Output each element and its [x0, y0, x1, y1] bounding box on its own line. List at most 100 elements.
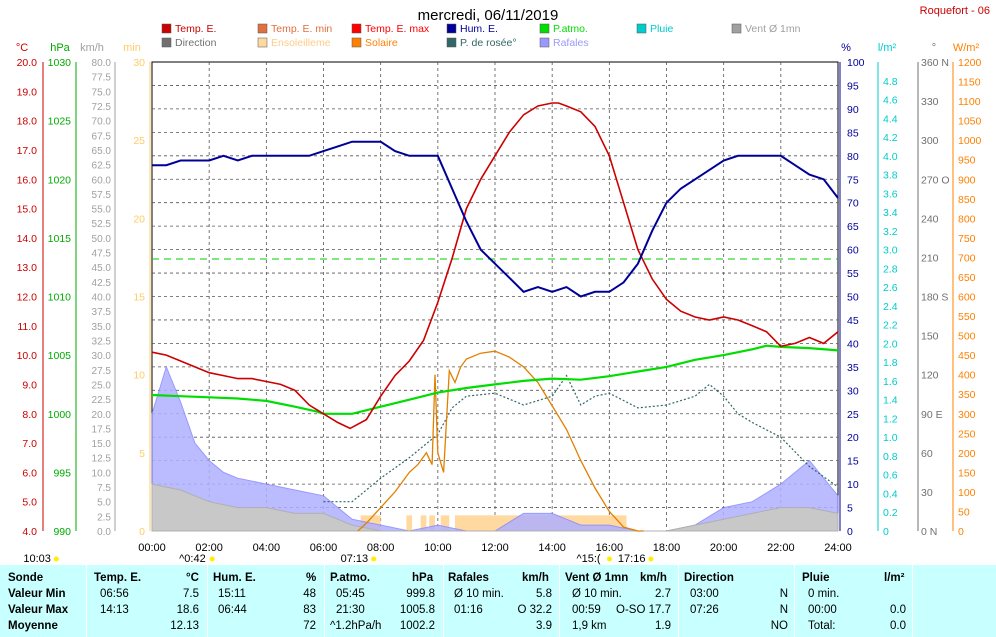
legend-swatch [446, 37, 457, 48]
x-tick-label: 08:00 [367, 542, 395, 554]
rain-axis-tick: 1.0 [883, 432, 898, 444]
legend-label: Direction [175, 37, 217, 49]
wind-series [151, 483, 839, 532]
direction-unit: ° [932, 42, 936, 54]
wind-axis-tick: 5.0 [97, 498, 111, 509]
rain-axis-tick: 2.2 [883, 320, 898, 332]
temp-axis-tick: 16.0 [17, 174, 38, 186]
wind-axis-tick: 60.0 [92, 175, 112, 186]
wind-axis-tick: 50.0 [92, 234, 112, 245]
sunshine-axis-tick: 5 [139, 448, 145, 460]
row-min-press-val: 999.8 [406, 588, 435, 600]
temperature-series [151, 102, 839, 430]
legend-label: Hum. E. [460, 23, 498, 35]
row-avg-rain-label: Total: [808, 620, 836, 632]
row-max-press-val: 1005.8 [399, 604, 435, 616]
legend-swatch [351, 23, 362, 34]
temp-axis-tick: 17.0 [17, 145, 38, 157]
solar-axis-tick: 100 [958, 487, 976, 499]
rain-axis-tick: 4.0 [883, 151, 898, 163]
temp-axis-tick: 6.0 [22, 467, 37, 479]
chart-legend: Temp. E. Temp. E. min Temp. E. max Hum. E. P… [161, 23, 801, 49]
wind-axis-tick: 45.0 [92, 263, 112, 274]
humidity-axis-tick: 95 [847, 80, 859, 92]
pressure-axis-tick: 995 [53, 467, 71, 479]
temp-axis-tick: 8.0 [22, 409, 37, 421]
header-sonde: Sonde [8, 572, 44, 584]
row-avg-press-trend: ^1.2hPa/h [330, 620, 382, 632]
rain-axis-tick: 3.0 [883, 245, 898, 257]
direction-axis-tick: 240 [921, 213, 939, 225]
rain-unit: l/m² [878, 42, 897, 54]
row-max-hum-time: 06:44 [218, 604, 247, 616]
pressure-axis-tick: 1030 [48, 57, 72, 69]
humidity-axis-tick: 25 [847, 409, 859, 421]
wind-axis-tick: 17.5 [92, 424, 112, 435]
legend-swatch [161, 23, 172, 34]
wind-axis-tick: 72.5 [92, 102, 112, 113]
header-hum-unit: % [306, 572, 317, 584]
row-avg-hum-val: 72 [303, 620, 316, 632]
row-max-temp-val: 18.6 [176, 604, 199, 616]
row-min-hum-val: 48 [303, 588, 316, 600]
x-tick-label: 00:00 [138, 542, 166, 554]
legend-swatch [257, 37, 268, 48]
rain-axis-tick: 3.8 [883, 170, 898, 182]
solar-axis-tick: 350 [958, 389, 976, 401]
wind-axis-tick: 52.5 [92, 219, 112, 230]
header-temp-unit: °C [186, 572, 199, 584]
solar-axis-tick: 1000 [958, 135, 982, 147]
rain-axis-tick: 1.4 [883, 395, 898, 407]
sunshine-unit: min [123, 42, 141, 54]
humidity-axis-tick: 80 [847, 151, 859, 163]
rain-axis-tick: 4.4 [883, 113, 898, 125]
x-tick-label: 18:00 [653, 542, 681, 554]
row-max-gust-val: O 32.2 [517, 604, 552, 616]
solar-axis-tick: 550 [958, 311, 976, 323]
solar-axis-tick: 500 [958, 331, 976, 343]
temp-axis-tick: 11.0 [17, 321, 37, 333]
time-mark: 07:13 [341, 553, 369, 565]
time-mark-dot [606, 556, 612, 562]
temp-axis-tick: 20.0 [17, 57, 38, 69]
wind-axis-tick: 75.0 [92, 87, 112, 98]
temp-axis-tick: 12.0 [17, 292, 38, 304]
row-avg-wind-dist: 1,9 km [572, 620, 607, 632]
solar-axis-tick: 400 [958, 370, 976, 382]
humidity-axis-tick: 85 [847, 127, 859, 139]
legend-swatch [351, 37, 362, 48]
solar-axis-tick: 1200 [958, 57, 982, 69]
header-temp: Temp. E. [94, 572, 142, 584]
temp-axis-tick: 5.0 [22, 497, 37, 509]
solar-axis-tick: 150 [958, 467, 976, 479]
rain-axis-tick: 3.6 [883, 188, 898, 200]
legend-label: Ensoleilleme [271, 37, 331, 49]
legend-swatch [257, 23, 268, 34]
x-tick-label: 22:00 [767, 542, 795, 554]
time-mark: 10:03 [23, 553, 51, 565]
row-avg-label: Moyenne [8, 620, 58, 632]
direction-axis-tick: 60 [921, 448, 933, 460]
legend-label: Temp. E. min [271, 23, 332, 35]
legend-swatch [731, 23, 742, 34]
direction-axis-tick: 270 O [921, 174, 950, 186]
sunshine-axis-tick: 20 [133, 213, 145, 225]
summary-table: Sonde Temp. E. °C Hum. E. % P.atmo. hPa … [0, 565, 996, 637]
pressure-axis-tick: 1000 [48, 409, 72, 421]
wind-axis-tick: 55.0 [92, 205, 112, 216]
solar-axis-tick: 800 [958, 213, 976, 225]
x-tick-label: 10:00 [424, 542, 452, 554]
direction-axis-tick: 330 [921, 96, 939, 108]
pressure-axis-tick: 1010 [48, 292, 72, 304]
row-min-dir-val: N [779, 588, 788, 600]
legend-label: Rafales [553, 37, 589, 49]
row-min-label: Valeur Min [8, 588, 66, 600]
humidity-axis-tick: 0 [847, 526, 853, 538]
wind-axis-tick: 30.0 [92, 351, 112, 362]
wind-axis-tick: 40.0 [92, 293, 112, 304]
wind-axis-tick: 7.5 [97, 483, 111, 494]
wind-axis-tick: 2.5 [97, 512, 111, 523]
legend-label: Vent Ø 1mn [745, 23, 801, 35]
row-max-wind-time: 00:59 [572, 604, 601, 616]
solar-unit: W/m² [953, 42, 980, 54]
